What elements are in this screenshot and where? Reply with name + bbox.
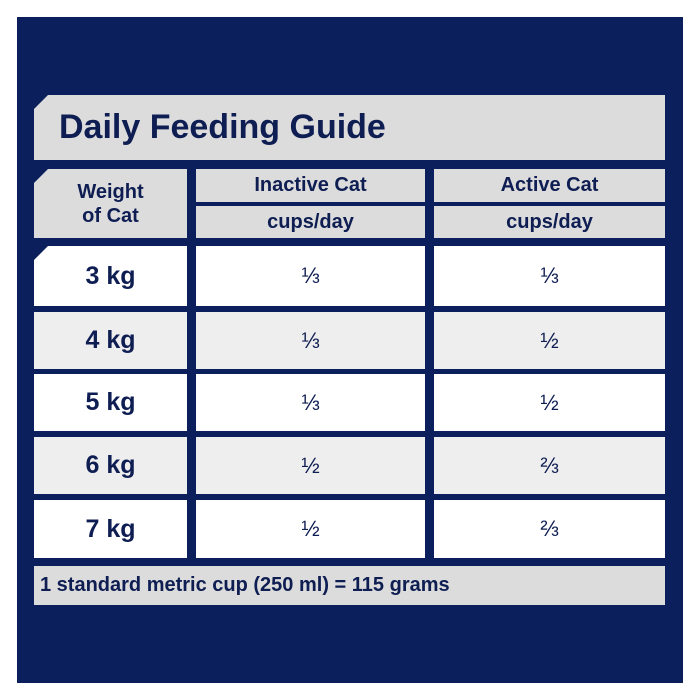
header-weight: Weight of Cat — [34, 169, 187, 238]
header-active: Active Cat — [434, 169, 665, 202]
inactive-cups-cell: ⅓ — [196, 374, 425, 431]
inactive-cups-cell: ½ — [196, 437, 425, 494]
header-weight-label: Weight of Cat — [77, 180, 144, 227]
page-title: Daily Feeding Guide — [34, 95, 665, 160]
active-cups-cell: ½ — [434, 374, 665, 431]
active-cups-cell: ⅓ — [434, 246, 665, 306]
header-inactive-unit: cups/day — [196, 206, 425, 238]
weight-cell: 6 kg — [34, 437, 187, 494]
header-inactive: Inactive Cat — [196, 169, 425, 202]
footer-note: 1 standard metric cup (250 ml) = 115 gra… — [34, 566, 665, 605]
weight-cell: 4 kg — [34, 312, 187, 369]
active-cups-cell: ½ — [434, 312, 665, 369]
weight-cell: 5 kg — [34, 374, 187, 431]
weight-cell: 7 kg — [34, 500, 187, 558]
inactive-cups-cell: ½ — [196, 500, 425, 558]
active-cups-cell: ⅔ — [434, 437, 665, 494]
inactive-cups-cell: ⅓ — [196, 246, 425, 306]
weight-cell: 3 kg — [34, 246, 187, 306]
header-active-unit: cups/day — [434, 206, 665, 238]
active-cups-cell: ⅔ — [434, 500, 665, 558]
inactive-cups-cell: ⅓ — [196, 312, 425, 369]
